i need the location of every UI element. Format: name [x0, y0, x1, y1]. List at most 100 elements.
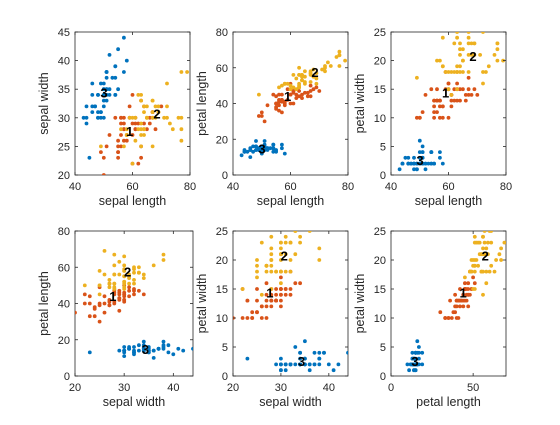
data-point-1 [151, 356, 156, 360]
data-point-1 [107, 53, 112, 57]
data-point-1 [432, 161, 436, 166]
data-point-2 [274, 292, 278, 297]
data-point-1 [426, 161, 431, 166]
data-point-1 [298, 362, 302, 367]
data-point-3 [102, 272, 107, 277]
y-tick-label: 0 [380, 170, 386, 182]
data-point-1 [104, 75, 109, 80]
data-point-2 [97, 319, 102, 324]
subplot-5: 1 2 3 20 30 40 0 5 10 15 20 25 sepal width petal widt… [195, 226, 349, 409]
data-point-3 [282, 81, 287, 86]
centroid-label-3: 3 [298, 354, 305, 369]
data-point-3 [279, 269, 283, 274]
data-point-1 [245, 149, 250, 154]
data-point-1 [132, 348, 136, 353]
data-point-2 [303, 90, 307, 95]
data-point-3 [139, 98, 144, 103]
data-point-2 [87, 294, 92, 299]
data-point-3 [486, 240, 490, 245]
data-point-2 [283, 287, 288, 291]
data-point-2 [117, 292, 122, 297]
data-point-3 [132, 278, 136, 282]
data-point-3 [484, 281, 489, 286]
data-point-2 [298, 281, 302, 286]
data-point-1 [171, 352, 176, 357]
data-point-2 [440, 104, 445, 109]
data-point-3 [145, 115, 149, 120]
data-point-3 [141, 272, 146, 277]
data-point-3 [326, 60, 330, 65]
data-point-3 [307, 231, 312, 233]
data-point-2 [423, 93, 428, 97]
data-point-3 [452, 41, 457, 46]
data-point-3 [153, 115, 158, 120]
data-point-3 [185, 70, 190, 74]
centroid-label-1: 1 [266, 286, 273, 301]
data-point-3 [145, 104, 149, 109]
data-point-3 [486, 64, 491, 69]
data-point-2 [464, 298, 469, 303]
data-point-1 [438, 155, 442, 160]
data-point-3 [255, 275, 259, 280]
data-point-1 [254, 144, 258, 149]
data-point-3 [142, 110, 146, 114]
data-point-2 [285, 87, 290, 92]
y-tick-label: 25 [216, 226, 228, 238]
x-axis-label: sepal length [415, 194, 482, 208]
data-point-2 [432, 98, 436, 103]
data-point-2 [466, 304, 471, 309]
data-point-1 [254, 148, 258, 152]
data-point-2 [127, 288, 131, 293]
data-point-2 [122, 115, 126, 120]
data-point-1 [326, 362, 331, 367]
data-point-2 [269, 304, 274, 309]
data-point-3 [311, 67, 316, 72]
data-point-3 [97, 269, 102, 273]
data-point-2 [136, 161, 141, 166]
data-point-2 [127, 104, 132, 109]
data-point-1 [280, 146, 284, 151]
data-point-2 [458, 87, 462, 92]
data-point-3 [477, 240, 482, 245]
data-points [233, 231, 348, 373]
data-point-1 [113, 93, 118, 97]
data-point-2 [124, 138, 129, 143]
data-point-1 [312, 362, 317, 367]
data-point-1 [259, 144, 264, 149]
subplot-1: 1 2 3 40 60 80 20 25 30 35 40 45 sepal length sepal w… [37, 27, 196, 208]
data-point-2 [280, 92, 284, 97]
data-points [397, 32, 505, 172]
data-point-1 [397, 167, 402, 172]
data-point-2 [305, 90, 310, 95]
data-point-2 [438, 98, 442, 103]
data-point-1 [137, 348, 141, 353]
data-point-3 [161, 258, 166, 262]
data-point-1 [242, 149, 247, 154]
data-point-3 [165, 115, 169, 120]
data-point-2 [279, 287, 283, 291]
data-point-3 [499, 258, 503, 262]
data-point-3 [97, 283, 102, 288]
x-tick-label: 20 [69, 382, 81, 394]
data-point-2 [443, 87, 448, 92]
data-point-3 [300, 74, 304, 79]
data-point-1 [283, 368, 288, 373]
data-point-2 [446, 81, 451, 86]
data-point-3 [455, 64, 459, 69]
data-point-1 [122, 345, 127, 349]
data-point-3 [463, 275, 467, 280]
data-point-3 [343, 58, 347, 63]
y-axis-label: petal length [37, 271, 51, 336]
data-point-2 [463, 287, 467, 291]
data-point-3 [255, 258, 259, 262]
data-point-3 [122, 263, 127, 268]
data-point-2 [308, 83, 313, 88]
data-point-3 [165, 104, 169, 109]
data-point-1 [280, 142, 284, 147]
data-point-3 [469, 258, 474, 262]
data-point-2 [122, 127, 126, 132]
subplot-6: 1 2 3 0 50 0 5 10 15 20 25 petal length petal width [353, 226, 507, 409]
data-point-3 [124, 133, 129, 137]
data-point-3 [486, 252, 490, 257]
data-point-2 [471, 275, 475, 280]
